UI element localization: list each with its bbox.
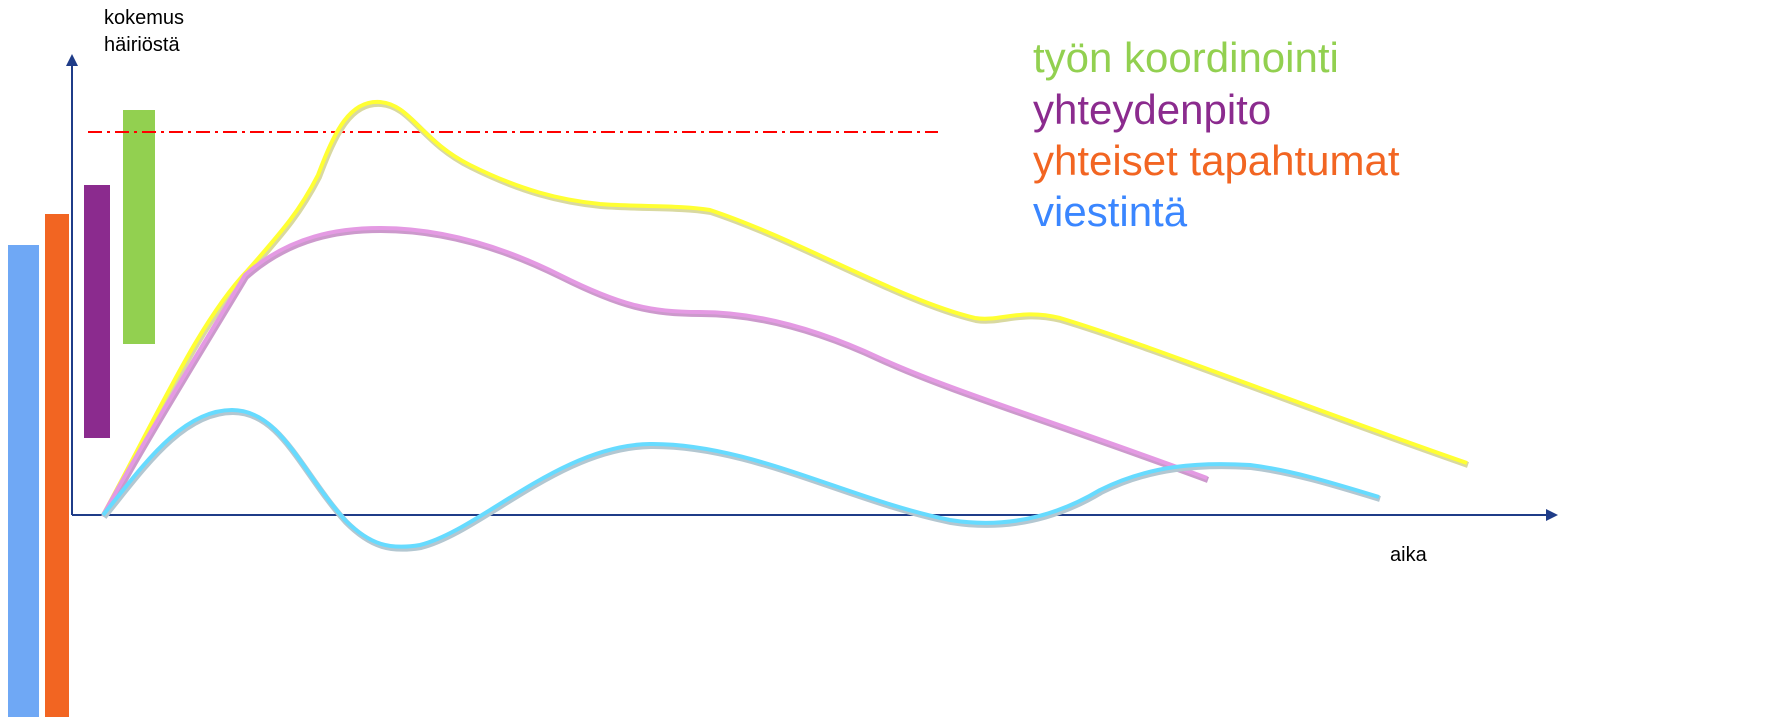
curve-viestinta	[101, 407, 1381, 552]
side-bar-viestinta	[8, 245, 39, 717]
y-axis-label-line1: kokemus	[104, 7, 184, 29]
x-axis-label: aika	[1390, 544, 1428, 566]
legend-yhteydenpito: yhteydenpito	[1033, 86, 1271, 133]
legend-tyon-koordinointi: työn koordinointi	[1033, 34, 1339, 81]
legend-viestinta: viestintä	[1033, 188, 1188, 235]
side-bar-yhteiset-tapahtumat	[45, 214, 69, 717]
legend-yhteiset-tapahtumat: yhteiset tapahtumat	[1033, 137, 1400, 184]
side-bar-yhteydenpito	[84, 185, 110, 438]
curve-yhteydenpito	[101, 225, 1210, 519]
curve-tyon-koordinointi	[101, 99, 1469, 519]
side-bar-tyon-koordinointi	[123, 110, 155, 344]
y-axis-label-line2: häiriöstä	[104, 34, 180, 56]
